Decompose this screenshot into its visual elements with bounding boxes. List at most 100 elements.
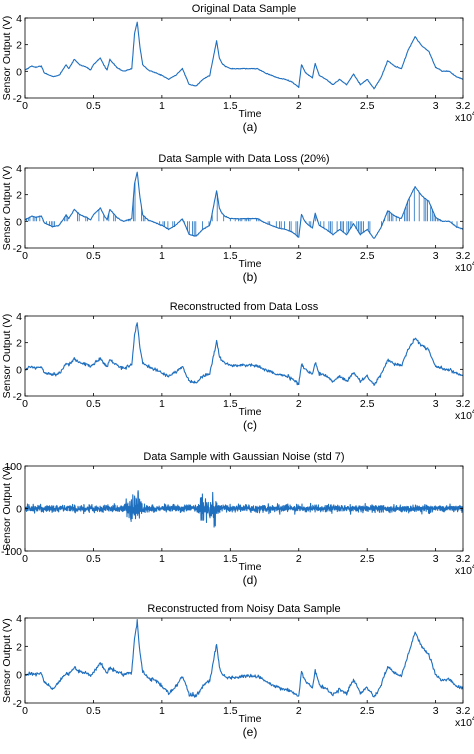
x-tick-label: 2 [296,553,302,565]
y-tick-label: 4 [16,613,22,625]
data-loss-markers [25,181,458,237]
x-tick-label: 3.2 [456,100,471,112]
y-tick-label: -2 [13,243,22,255]
y-axis-label: Sensor Output (V) [1,618,13,703]
x-tick-label: 1 [159,250,165,262]
y-axis-label: Sensor Output (V) [1,166,13,251]
x-tick-label: 1.5 [223,705,238,717]
y-tick-label: 0 [16,504,22,516]
x-tick-label: 3.2 [456,398,471,410]
y-tick-label: 2 [16,40,22,52]
x-axis-multiplier: x104 [455,714,474,729]
y-tick-label: 0 [16,364,22,376]
x-tick-label: 2 [296,250,302,262]
x-tick-label: 0 [22,250,28,262]
x-tick-label: 2 [296,100,302,112]
x-axis-multiplier: x104 [455,562,474,577]
y-tick-label: 2 [16,338,22,350]
chart-title: Reconstructed from Data Loss [170,301,319,313]
y-axis-label: Sensor Output (V) [1,16,13,101]
x-tick-label: 1 [159,705,165,717]
y-tick-label: 0 [16,670,22,682]
x-tick-label: 0 [22,100,28,112]
x-tick-label: 0.5 [86,100,101,112]
axes-frame [24,167,464,249]
y-tick-label: 0 [16,66,22,78]
x-tick-label: 1.5 [223,250,238,262]
panel-caption: (b) [243,270,258,284]
y-tick-label: 2 [16,641,22,653]
chart-title: Reconstructed from Noisy Data Sample [147,603,340,615]
x-tick-label: 1.5 [223,553,238,565]
y-axis-label: Sensor Output (V) [1,314,13,399]
x-tick-label: 3.2 [456,705,471,717]
y-tick-label: 2 [16,190,22,202]
y-tick-label: 0 [16,216,22,228]
y-tick-label: 4 [16,311,22,323]
x-tick-label: 0 [22,398,28,410]
x-tick-label: 0 [22,705,28,717]
x-tick-label: 2 [296,398,302,410]
x-tick-label: 3.2 [456,250,471,262]
x-tick-label: 3.2 [456,553,471,565]
x-tick-label: 0.5 [86,553,101,565]
panel-caption: (d) [243,573,258,587]
y-axis-label: Sensor Output (V) [1,466,13,551]
axes-frame [24,315,464,397]
panel-caption: (c) [243,418,257,432]
x-tick-label: 0.5 [86,705,101,717]
x-tick-label: 1.5 [223,100,238,112]
panel-caption: (e) [243,725,258,739]
x-tick-label: 0.5 [86,250,101,262]
x-tick-label: 3 [433,705,439,717]
x-tick-label: 3 [433,250,439,262]
x-tick-label: 2.5 [360,398,375,410]
x-tick-label: 3 [433,553,439,565]
y-tick-label: -2 [13,93,22,105]
x-tick-label: 2.5 [360,250,375,262]
y-tick-label: 100 [4,461,22,473]
x-axis-label: Time [239,108,262,120]
y-tick-label: -100 [1,546,22,558]
x-tick-label: 1.5 [223,398,238,410]
x-axis-label: Time [239,561,262,573]
x-tick-label: 0.5 [86,398,101,410]
series-line [25,490,463,528]
chart-title: Original Data Sample [192,3,297,15]
x-tick-label: 3 [433,398,439,410]
x-tick-label: 3 [433,100,439,112]
x-tick-label: 1 [159,553,165,565]
y-tick-label: -2 [13,391,22,403]
chart-title: Data Sample with Data Loss (20%) [158,153,329,165]
x-tick-label: 1 [159,398,165,410]
axes-frame [24,17,464,99]
axes-frame [24,617,464,704]
x-tick-label: 1 [159,100,165,112]
x-tick-label: 2.5 [360,100,375,112]
x-axis-multiplier: x104 [455,407,474,422]
series-line [25,619,463,698]
chart-title: Data Sample with Gaussian Noise (std 7) [143,451,344,463]
x-axis-label: Time [239,406,262,418]
x-tick-label: 2.5 [360,705,375,717]
x-axis-label: Time [239,258,262,270]
x-axis-label: Time [239,713,262,725]
y-tick-label: -2 [13,698,22,710]
y-tick-label: 4 [16,13,22,25]
series-line [25,322,463,386]
panel-caption: (a) [243,120,258,134]
x-tick-label: 0 [22,553,28,565]
x-tick-label: 2.5 [360,553,375,565]
y-tick-label: 4 [16,163,22,175]
x-axis-multiplier: x104 [455,259,474,274]
x-axis-multiplier: x104 [455,109,474,124]
series-line [25,171,463,239]
x-tick-label: 2 [296,705,302,717]
series-line [25,21,463,90]
